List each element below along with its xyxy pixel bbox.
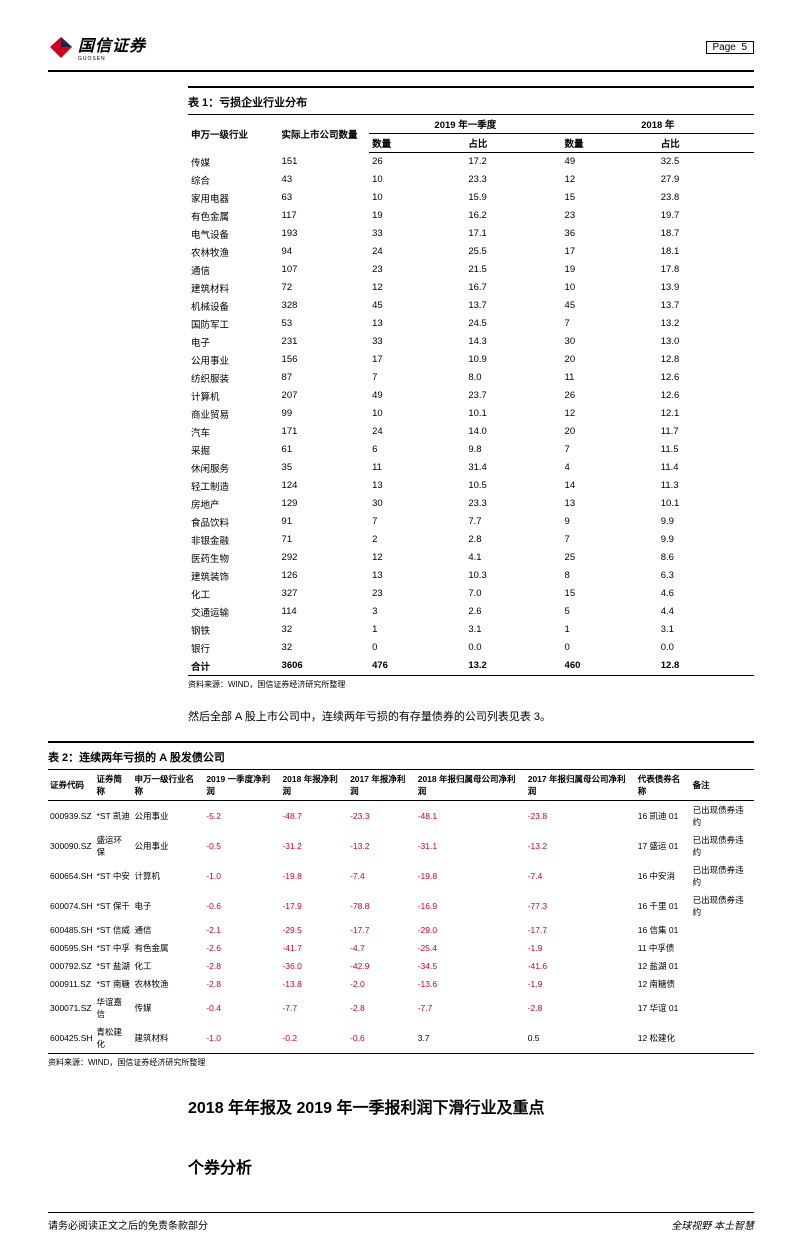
table1: 申万一级行业 实际上市公司数量 2019 年一季度 2018 年 数量 占比 数… (188, 115, 754, 676)
table-row: 计算机2074923.72612.6 (188, 387, 754, 405)
table-row: 电子2313314.33013.0 (188, 333, 754, 351)
table-row: 机械设备3284513.74513.7 (188, 297, 754, 315)
company-sublabel: GUOSEN (78, 56, 146, 62)
table-row: 汽车1712414.02011.7 (188, 423, 754, 441)
th-group-2019: 2019 年一季度 (369, 115, 561, 134)
th-ratio2: 占比 (658, 134, 754, 153)
table-row: 钢铁3213.113.1 (188, 621, 754, 639)
table-row-total: 合计360647613.246012.8 (188, 657, 754, 676)
table-row: 建筑材料721216.71013.9 (188, 279, 754, 297)
table-row: 600654.SH*ST 中安计算机-1.0-19.8-7.4-19.8-7.4… (48, 861, 754, 891)
table2: 证券代码证券简称申万一级行业名称2019 一季度净利润2018 年报净利润201… (48, 770, 754, 1054)
page-number: Page 5 (706, 41, 754, 54)
table-row: 农林牧渔942425.51718.1 (188, 243, 754, 261)
table-row: 食品饮料9177.799.9 (188, 513, 754, 531)
table-row: 传媒1512617.24932.5 (188, 153, 754, 171)
body-paragraph: 然后全部 A 股上市公司中，连续两年亏损的有存量债券的公司列表见表 3。 (188, 706, 754, 729)
th: 证券代码 (48, 770, 95, 801)
table1-title: 表 1：亏损企业行业分布 (188, 86, 754, 115)
table-row: 银行3200.000.0 (188, 639, 754, 657)
table2-source: 资料来源：WIND，国信证券经济研究所整理 (48, 1057, 754, 1068)
th: 2018 年报归属母公司净利润 (416, 770, 526, 801)
table-row: 300071.SZ华谊嘉信传媒-0.4-7.7-2.8-7.7-2.817 华谊… (48, 993, 754, 1023)
th: 2018 年报净利润 (280, 770, 348, 801)
page-header: 国信证券 GUOSEN Page 5 (48, 32, 754, 62)
table-row: 非银金融7122.879.9 (188, 531, 754, 549)
table-row: 000939.SZ*ST 凯迪公用事业-5.2-48.7-23.3-48.1-2… (48, 800, 754, 831)
page-footer: 请务必阅读正文之后的免责条款部分 全球视野 本土智慧 (48, 1213, 754, 1238)
th-count2: 数量 (562, 134, 658, 153)
th: 2017 年报净利润 (348, 770, 416, 801)
table-row: 通信1072321.51917.8 (188, 261, 754, 279)
table-row: 国防军工531324.5713.2 (188, 315, 754, 333)
th: 证券简称 (95, 770, 133, 801)
table-row: 轻工制造1241310.51411.3 (188, 477, 754, 495)
footer-disclaimer: 请务必阅读正文之后的免责条款部分 (48, 1217, 208, 1232)
table-row: 综合431023.31227.9 (188, 171, 754, 189)
table1-source: 资料来源：WIND，国信证券经济研究所整理 (188, 679, 754, 690)
table-row: 600425.SH青松建化建筑材料-1.0-0.2-0.63.70.512 松建… (48, 1023, 754, 1054)
table-row: 建筑装饰1261310.386.3 (188, 567, 754, 585)
th: 2017 年报归属母公司净利润 (526, 770, 636, 801)
table-row: 600595.SH*ST 中孚有色金属-2.6-41.7-4.7-25.4-1.… (48, 939, 754, 957)
table-row: 商业贸易991010.11212.1 (188, 405, 754, 423)
company-name: 国信证券 (78, 32, 146, 56)
th-listed: 实际上市公司数量 (279, 115, 370, 153)
table-row: 600485.SH*ST 信威通信-2.1-29.5-17.7-29.0-17.… (48, 921, 754, 939)
table-row: 纺织服装8778.01112.6 (188, 369, 754, 387)
table-row: 有色金属1171916.22319.7 (188, 207, 754, 225)
table-row: 化工327237.0154.6 (188, 585, 754, 603)
table-row: 采掘6169.8711.5 (188, 441, 754, 459)
th: 2019 一季度净利润 (204, 770, 280, 801)
th: 备注 (691, 770, 754, 801)
th: 申万一级行业名称 (133, 770, 205, 801)
th-count: 数量 (369, 134, 465, 153)
th-group-2018: 2018 年 (562, 115, 754, 134)
table-row: 房地产1293023.31310.1 (188, 495, 754, 513)
table-row: 交通运输11432.654.4 (188, 603, 754, 621)
footer-tagline: 全球视野 本土智慧 (671, 1217, 754, 1232)
table-row: 家用电器631015.91523.8 (188, 189, 754, 207)
table-row: 600074.SH*ST 保千电子-0.6-17.9-78.8-16.9-77.… (48, 891, 754, 921)
logo-icon (48, 35, 74, 59)
logo: 国信证券 GUOSEN (48, 32, 146, 62)
table-row: 公用事业1561710.92012.8 (188, 351, 754, 369)
th-industry: 申万一级行业 (188, 115, 279, 153)
table-row: 休闲服务351131.4411.4 (188, 459, 754, 477)
table-row: 000911.SZ*ST 南糖农林牧渔-2.8-13.8-2.0-13.6-1.… (48, 975, 754, 993)
section-heading-line1: 2018 年年报及 2019 年一季报利润下滑行业及重点 (188, 1090, 754, 1128)
table-row: 医药生物292124.1258.6 (188, 549, 754, 567)
table-row: 电气设备1933317.13618.7 (188, 225, 754, 243)
section-heading-line2: 个券分析 (188, 1150, 754, 1188)
th-ratio: 占比 (465, 134, 561, 153)
header-divider (48, 70, 754, 72)
table2-title: 表 2：连续两年亏损的 A 股发债公司 (48, 741, 754, 770)
th: 代表债券名称 (636, 770, 691, 801)
table-row: 000792.SZ*ST 盐湖化工-2.8-36.0-42.9-34.5-41.… (48, 957, 754, 975)
table-row: 300090.SZ盛运环保公用事业-0.5-31.2-13.2-31.1-13.… (48, 831, 754, 861)
